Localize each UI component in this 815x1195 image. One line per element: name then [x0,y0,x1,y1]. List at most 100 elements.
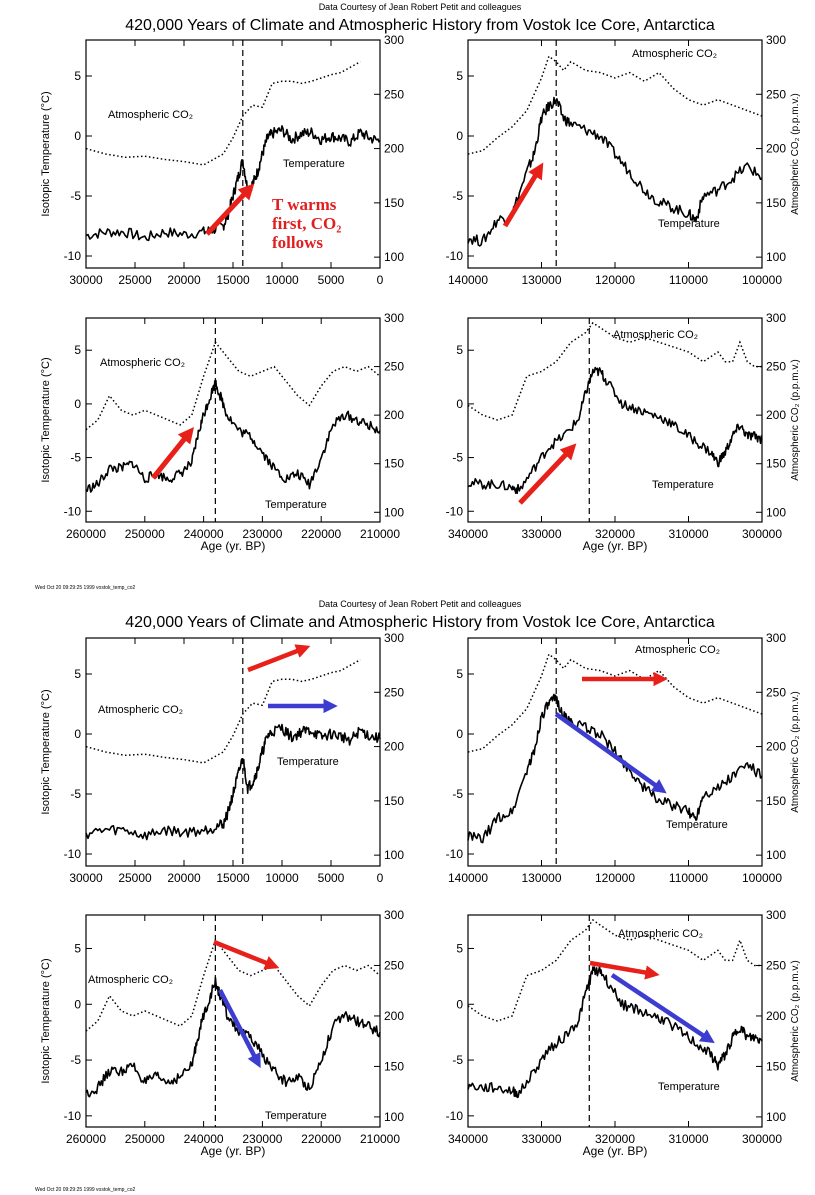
figure-title-1: 420,000 Years of Climate and Atmospheric… [125,17,715,34]
x-tick-label: 330000 [521,527,561,541]
y-right-tick-label: 150 [384,1059,404,1073]
y-left-tick-label: -5 [452,189,463,203]
co2-series-line [467,918,762,1022]
y-left-tick-label: 0 [456,129,463,143]
temperature-series-line [85,125,381,242]
y-axis-label-left: Isotopic Temperature (°C) [40,689,52,814]
figure-title-2: 420,000 Years of Climate and Atmospheric… [125,614,715,631]
plot-frame [467,317,763,523]
x-tick-label: 320000 [595,527,635,541]
y-axis-label-left: Isotopic Temperature (°C) [40,958,52,1083]
x-tick-label: 5000 [318,871,345,885]
x-tick-label: 210000 [360,1132,400,1146]
co2-series-line [467,321,762,421]
temperature-series-line [467,96,763,247]
y-left-tick-label: -5 [70,189,81,203]
y-right-tick-label: 150 [766,1059,786,1073]
temperature-series-label: Temperature [265,499,327,511]
y-left-tick-label: -5 [70,451,81,465]
x-tick-label: 260000 [66,527,106,541]
y-right-tick-label: 250 [766,360,786,374]
figure-2: Data Courtesy of Jean Robert Petit and c… [35,599,801,1193]
temperature-series-label: Temperature [652,479,714,491]
y-left-tick-label: 5 [74,941,81,955]
co2-series-label: Atmospheric CO₂ [613,329,698,341]
temperature-series-line [467,693,763,844]
panel-1c: 260000 250000 240000 230000 220000 210000 -10 -… [40,311,404,553]
y-left-tick-label: 0 [74,129,81,143]
y-right-tick-label: 250 [766,685,786,699]
y-left-tick-label: -5 [452,451,463,465]
y-right-tick-label: 300 [384,908,404,922]
x-tick-label: 100000 [742,871,782,885]
y-left-tick-label: -5 [70,1053,81,1067]
y-right-tick-label: 100 [384,250,404,264]
y-axis-label-right: Atmospheric CO₂ (p.p.m.v.) [790,359,801,481]
y-axis-label-left: Isotopic Temperature (°C) [40,357,52,482]
x-tick-label: 230000 [242,1132,282,1146]
temperature-series-label: Temperature [666,819,728,831]
x-tick-label: 220000 [301,1132,341,1146]
y-right-tick-label: 250 [384,360,404,374]
y-right-tick-label: 200 [766,1009,786,1023]
y-left-tick-label: -10 [446,504,464,518]
y-right-tick-label: 250 [384,685,404,699]
co2-series-label: Atmospheric CO₂ [100,357,185,369]
x-tick-label: 240000 [184,527,224,541]
x-tick-label: 130000 [521,273,561,287]
y-right-tick-label: 200 [766,740,786,754]
annotation-line-1: T warms [272,195,337,214]
temperature-series-label: Temperature [658,1081,720,1093]
y-right-tick-label: 100 [384,505,404,519]
y-right-tick-label: 100 [766,250,786,264]
y-left-tick-label: 0 [74,997,81,1011]
x-axis-label: Age (yr. BP) [201,1144,266,1158]
blue-arrow-2b [554,712,667,794]
y-right-tick-label: 300 [384,631,404,645]
y-left-tick-label: -10 [446,249,464,263]
y-left-tick-label: -5 [70,787,81,801]
y-right-tick-label: 150 [766,457,786,471]
x-tick-label: 10000 [265,273,299,287]
x-tick-label: 220000 [301,527,341,541]
x-tick-label: 110000 [669,871,708,885]
x-tick-label: 250000 [125,527,165,541]
y-right-tick-label: 300 [766,311,786,325]
temperature-series-line [85,379,381,493]
y-right-tick-label: 300 [384,311,404,325]
plot-frame [85,914,381,1128]
y-right-tick-label: 300 [766,908,786,922]
panel-1b: 140000 130000 120000 110000 100000 -10 -5 0 5 100… [446,33,801,287]
red-arrow-1c [151,427,195,480]
y-left-tick-label: 0 [74,727,81,741]
x-tick-label: 25000 [118,273,152,287]
y-right-tick-label: 200 [384,740,404,754]
co2-series-line [467,653,763,753]
y-right-tick-label: 150 [384,457,404,471]
y-right-tick-label: 300 [766,33,786,47]
y-axis-label-right: Atmospheric CO₂ (p.p.m.v.) [790,960,801,1082]
x-tick-label: 310000 [668,527,708,541]
y-axis-label-right: Atmospheric CO₂ (p.p.m.v.) [790,691,801,813]
temperature-series-label: Temperature [277,756,339,768]
blue-arrow-2c [218,988,261,1069]
x-tick-label: 20000 [167,871,201,885]
x-tick-label: 30000 [69,871,103,885]
y-right-tick-label: 150 [384,196,404,210]
panel-2a: 30000 25000 20000 15000 10000 5000 0 -10 -5 0 5 100… [40,631,404,885]
y-right-tick-label: 200 [384,1009,404,1023]
x-tick-label: 0 [377,871,384,885]
co2-series-label: Atmospheric CO₂ [635,644,720,656]
panel-1d: 340000 330000 320000 310000 300000 -10 -5 0 5 100… [446,311,801,553]
x-tick-label: 300000 [742,1132,782,1146]
credit-text-1: Data Courtesy of Jean Robert Petit and c… [319,2,522,12]
y-left-tick-label: -10 [64,504,82,518]
y-right-tick-label: 100 [766,1110,786,1124]
y-right-tick-label: 250 [766,87,786,101]
y-right-tick-label: 250 [384,87,404,101]
y-left-tick-label: 5 [456,69,463,83]
co2-series-label: Atmospheric CO₂ [88,974,173,986]
x-tick-label: 300000 [742,527,782,541]
x-tick-label: 10000 [265,871,299,885]
